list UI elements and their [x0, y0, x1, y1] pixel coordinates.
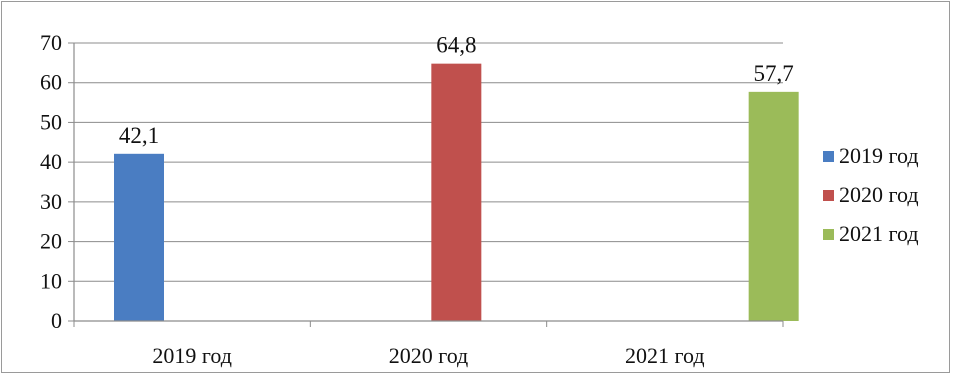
y-tick-label: 20	[40, 229, 62, 254]
legend-swatch	[823, 229, 834, 240]
y-tick-label: 30	[40, 189, 62, 214]
y-tick-label: 60	[40, 70, 62, 95]
legend-label: 2021 год	[839, 221, 919, 246]
y-tick-label: 0	[51, 308, 62, 333]
legend-label: 2019 год	[839, 143, 919, 168]
y-tick-label: 40	[40, 149, 62, 174]
data-label: 57,7	[754, 61, 794, 86]
legend-swatch	[823, 151, 834, 162]
y-tick-labels: 0 10 20 30 40 50 60 70	[40, 30, 62, 333]
data-label: 64,8	[436, 33, 476, 58]
legend-swatch	[823, 190, 834, 201]
bars	[114, 63, 799, 321]
x-tick-labels: 2019 год 2020 год 2021 год	[152, 343, 704, 368]
bar-2019-год	[114, 153, 164, 321]
x-tick-label: 2020 год	[389, 343, 469, 368]
bar-2021-год	[748, 91, 799, 321]
y-tick-label: 10	[40, 268, 62, 293]
axes	[68, 42, 784, 327]
gridlines	[74, 42, 783, 282]
data-labels: 42,1 64,8 57,7	[119, 33, 794, 148]
y-tick-label: 50	[40, 109, 62, 134]
legend: 2019 год 2020 год 2021 год	[823, 143, 919, 246]
x-tick-label: 2019 год	[152, 343, 232, 368]
x-tick-label: 2021 год	[625, 343, 705, 368]
bar-2020-год	[431, 63, 482, 321]
y-tick-label: 70	[40, 30, 62, 55]
legend-label: 2020 год	[839, 182, 919, 207]
data-label: 42,1	[119, 123, 159, 148]
